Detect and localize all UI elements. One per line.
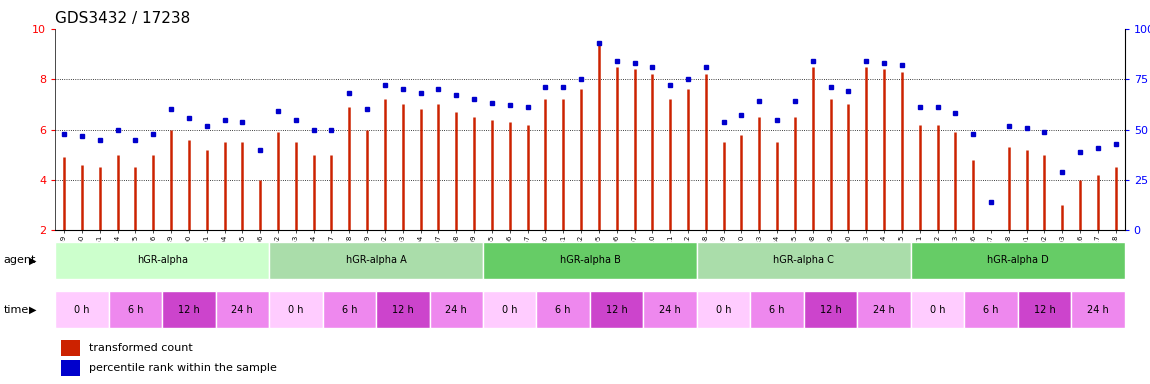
Bar	[964, 291, 1018, 328]
Text: 0 h: 0 h	[930, 305, 945, 314]
Text: 12 h: 12 h	[1034, 305, 1056, 314]
Text: ▶: ▶	[29, 305, 37, 314]
Bar	[1018, 291, 1072, 328]
Text: 0 h: 0 h	[716, 305, 731, 314]
Text: 12 h: 12 h	[178, 305, 200, 314]
Bar	[269, 291, 322, 328]
Text: 6 h: 6 h	[983, 305, 998, 314]
Text: hGR-alpha C: hGR-alpha C	[774, 255, 834, 265]
Text: percentile rank within the sample: percentile rank within the sample	[90, 363, 277, 373]
Text: transformed count: transformed count	[90, 343, 193, 353]
Text: 6 h: 6 h	[555, 305, 570, 314]
Text: agent: agent	[3, 255, 36, 265]
Text: 6 h: 6 h	[769, 305, 784, 314]
Text: 12 h: 12 h	[606, 305, 628, 314]
Text: 24 h: 24 h	[1087, 305, 1109, 314]
Text: time: time	[3, 305, 29, 314]
Bar	[108, 291, 162, 328]
Text: 12 h: 12 h	[392, 305, 414, 314]
Text: 0 h: 0 h	[289, 305, 304, 314]
Bar	[644, 291, 697, 328]
Text: 12 h: 12 h	[820, 305, 842, 314]
Text: 6 h: 6 h	[128, 305, 143, 314]
Bar	[804, 291, 857, 328]
Bar	[483, 291, 536, 328]
Text: hGR-alpha: hGR-alpha	[137, 255, 187, 265]
Bar	[61, 341, 79, 356]
Bar	[590, 291, 644, 328]
Bar	[911, 242, 1125, 279]
Text: GDS3432 / 17238: GDS3432 / 17238	[55, 11, 191, 26]
Bar	[55, 242, 269, 279]
Bar	[750, 291, 804, 328]
Bar	[857, 291, 911, 328]
Text: 6 h: 6 h	[342, 305, 356, 314]
Text: hGR-alpha A: hGR-alpha A	[346, 255, 406, 265]
Text: 24 h: 24 h	[659, 305, 681, 314]
Bar	[216, 291, 269, 328]
Bar	[430, 291, 483, 328]
Text: 24 h: 24 h	[873, 305, 895, 314]
Bar	[536, 291, 590, 328]
Text: ▶: ▶	[29, 255, 37, 265]
Bar	[1072, 291, 1125, 328]
Text: hGR-alpha B: hGR-alpha B	[560, 255, 620, 265]
Bar	[697, 291, 750, 328]
Text: 0 h: 0 h	[503, 305, 518, 314]
Bar	[483, 242, 697, 279]
Bar	[269, 242, 483, 279]
Bar	[61, 360, 79, 376]
Text: 24 h: 24 h	[445, 305, 467, 314]
Bar	[697, 242, 911, 279]
Bar	[322, 291, 376, 328]
Bar	[376, 291, 430, 328]
Bar	[162, 291, 215, 328]
Text: 24 h: 24 h	[231, 305, 253, 314]
Text: hGR-alpha D: hGR-alpha D	[987, 255, 1049, 265]
Bar	[55, 291, 108, 328]
Text: 0 h: 0 h	[75, 305, 90, 314]
Bar	[911, 291, 964, 328]
